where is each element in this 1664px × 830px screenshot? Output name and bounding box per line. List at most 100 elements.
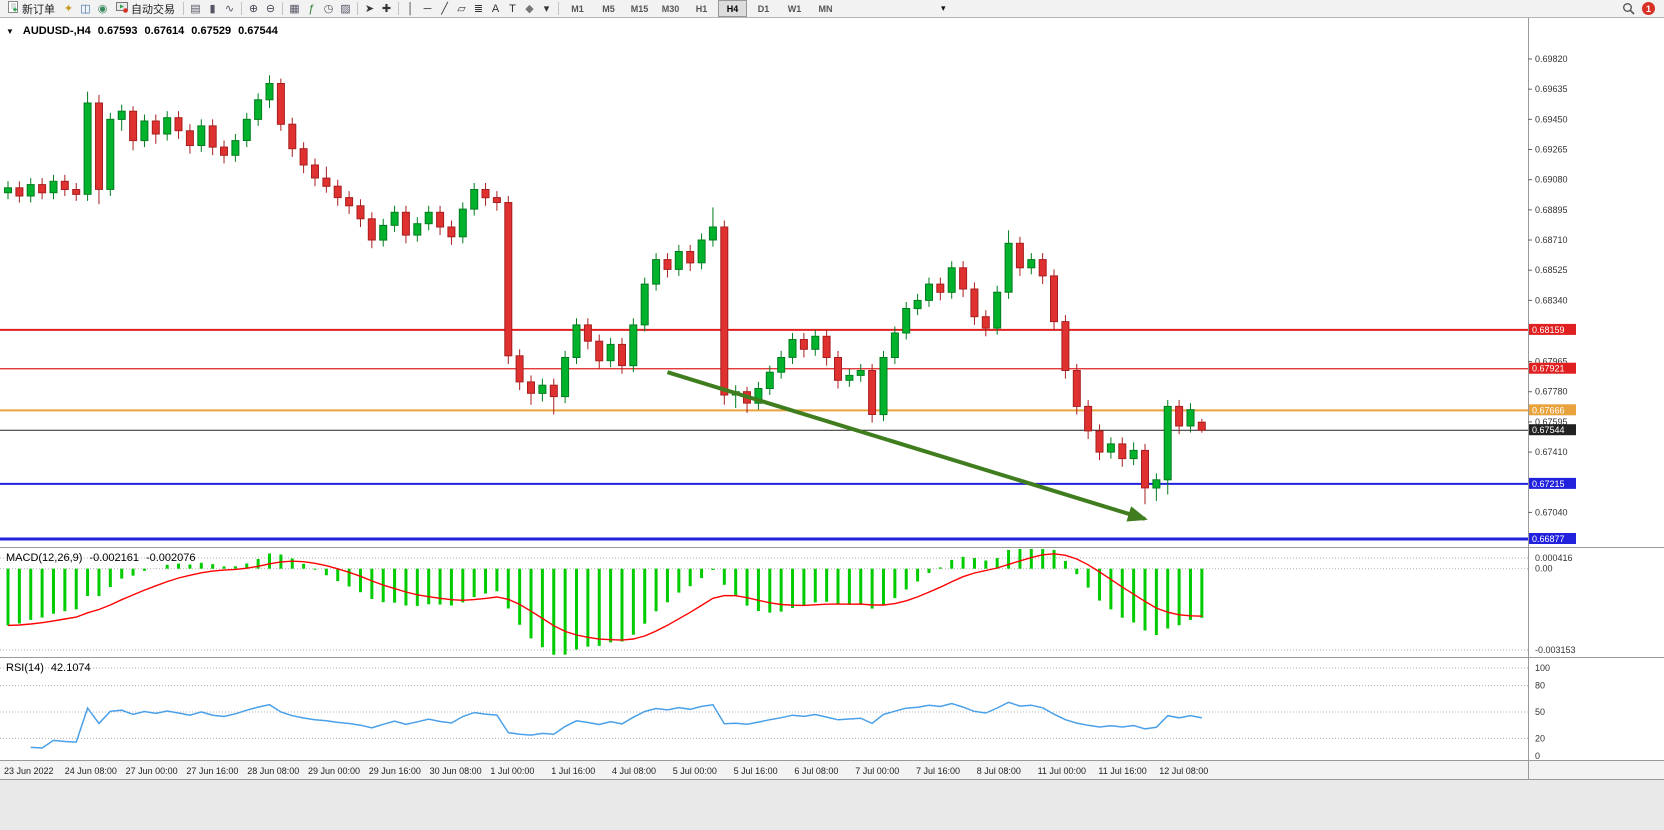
channel-icon[interactable]: ▱ xyxy=(457,3,466,15)
sound-icon[interactable]: ◉ xyxy=(97,3,108,15)
svg-text:0.69635: 0.69635 xyxy=(1535,84,1568,94)
support-line-2[interactable]: 0.66877 xyxy=(0,533,1576,545)
svg-text:50: 50 xyxy=(1535,707,1545,717)
text-icon[interactable]: A xyxy=(491,2,500,15)
svg-text:0.67040: 0.67040 xyxy=(1535,507,1568,517)
timeframe-button-m5[interactable]: M5 xyxy=(602,3,615,14)
toolbar-separator xyxy=(357,2,358,15)
zoom-out-icon[interactable]: ⊖ xyxy=(265,3,276,15)
pivot-line-orange[interactable]: 0.67666 xyxy=(0,404,1576,416)
periods-icon[interactable]: ◷ xyxy=(323,3,334,15)
horizontal-line-icon[interactable]: ─ xyxy=(423,2,432,15)
autotrading-button[interactable]: 自动交易 xyxy=(112,1,179,17)
svg-text:11 Jul 16:00: 11 Jul 16:00 xyxy=(1098,766,1146,776)
timeframe-button-m1[interactable]: M1 xyxy=(571,3,584,14)
svg-text:24 Jun 08:00: 24 Jun 08:00 xyxy=(65,766,117,776)
indicators-icon[interactable]: ƒ xyxy=(308,2,315,15)
chart-symbol-period: AUDUSD-,H4 xyxy=(22,25,91,37)
chart-high-value: 0.67614 xyxy=(144,25,185,37)
timeframe-toolbar: M1 M5 M15 M30 H1 H4 D1 W1 MN xyxy=(563,0,840,17)
vertical-line-icon[interactable]: │ xyxy=(407,2,414,15)
svg-text:0.68340: 0.68340 xyxy=(1535,295,1568,305)
svg-text:6 Jul 08:00: 6 Jul 08:00 xyxy=(794,766,838,776)
timeframe-button-mn[interactable]: MN xyxy=(818,3,833,14)
main-toolbar: 新订单 ✦ ◫ ◉ 自动交易 ▤ ▮ ∿ ⊕ ⊖ ▦ ƒ ◷ ▨ ➤ ✚ │ ─ ╱ ▱ ≣ A T ◆ ▾ M1 M5 M1… xyxy=(0,0,1664,18)
timeframe-button-d1[interactable]: D1 xyxy=(757,3,770,14)
svg-text:29 Jun 00:00: 29 Jun 00:00 xyxy=(308,766,360,776)
cursor-icon[interactable]: ➤ xyxy=(364,3,375,15)
svg-text:0.67780: 0.67780 xyxy=(1535,387,1568,397)
tile-windows-icon[interactable]: ▦ xyxy=(289,3,300,15)
notification-badge[interactable]: 1 xyxy=(1642,2,1655,15)
candlestick-icon[interactable]: ▮ xyxy=(209,3,216,15)
svg-text:-0.003153: -0.003153 xyxy=(1535,645,1576,655)
svg-text:8 Jul 08:00: 8 Jul 08:00 xyxy=(977,766,1021,776)
dropdown-icon[interactable]: ▾ xyxy=(543,3,550,15)
svg-text:0.000416: 0.000416 xyxy=(1535,553,1573,563)
toolbar-overflow-icon[interactable]: ▾ xyxy=(941,3,946,13)
timeframe-button-m15[interactable]: M15 xyxy=(630,3,649,14)
svg-text:27 Jun 00:00: 27 Jun 00:00 xyxy=(126,766,178,776)
bid-price-line[interactable]: 0.67544 xyxy=(0,424,1576,436)
autotrading-label: 自动交易 xyxy=(131,3,175,16)
crosshair-icon[interactable]: ✚ xyxy=(381,3,392,15)
chart-window[interactable]: 0.69820 0.69635 0.69450 0.69265 0.69080 0.688… xyxy=(0,18,1664,830)
templates-icon[interactable]: ▨ xyxy=(340,3,351,15)
rsi-header: RSI(14) 42.1074 xyxy=(6,662,91,674)
rsi-indicator: 100 80 50 20 0 xyxy=(0,663,1550,761)
zoom-in-icon[interactable]: ⊕ xyxy=(248,3,259,15)
search-icon[interactable] xyxy=(1620,1,1637,17)
autotrading-icon xyxy=(116,1,128,16)
chart-close-value: 0.67544 xyxy=(238,25,278,37)
trend-arrow[interactable] xyxy=(666,370,1148,522)
new-order-button[interactable]: 新订单 xyxy=(3,1,59,17)
svg-text:11 Jul 00:00: 11 Jul 00:00 xyxy=(1038,766,1086,776)
svg-text:0.67215: 0.67215 xyxy=(1532,479,1565,489)
svg-text:0.67544: 0.67544 xyxy=(1532,425,1565,435)
svg-text:0.68159: 0.68159 xyxy=(1532,325,1565,335)
line-chart-icon[interactable]: ∿ xyxy=(224,3,235,15)
svg-text:5 Jul 00:00: 5 Jul 00:00 xyxy=(673,766,717,776)
macd-main-value: -0.002161 xyxy=(89,552,139,564)
svg-text:0.69820: 0.69820 xyxy=(1535,54,1568,64)
timeframe-button-h1[interactable]: H1 xyxy=(695,3,708,14)
svg-text:0.66877: 0.66877 xyxy=(1532,534,1565,544)
resistance-line-2[interactable]: 0.67921 xyxy=(0,362,1576,374)
timeframe-button-w1[interactable]: W1 xyxy=(787,3,802,14)
toolbar-separator xyxy=(282,2,283,15)
chart-title: ▼ AUDUSD-,H4 0.67593 0.67614 0.67529 0.6… xyxy=(6,25,278,37)
fibonacci-icon[interactable]: ≣ xyxy=(473,3,484,15)
macd-signal-value: -0.002076 xyxy=(145,552,196,564)
svg-text:80: 80 xyxy=(1535,681,1545,691)
shapes-icon[interactable]: ◆ xyxy=(525,3,534,15)
svg-text:0.67921: 0.67921 xyxy=(1532,364,1565,374)
support-line-1[interactable]: 0.67215 xyxy=(0,477,1576,489)
chart-wizard-icon[interactable]: ✦ xyxy=(63,3,74,15)
profiles-icon[interactable]: ◫ xyxy=(80,3,91,15)
timeframe-button-m30[interactable]: M30 xyxy=(661,3,680,14)
svg-text:7 Jul 00:00: 7 Jul 00:00 xyxy=(855,766,899,776)
chart-canvas[interactable]: 0.69820 0.69635 0.69450 0.69265 0.69080 0.688… xyxy=(0,18,1664,830)
new-order-icon xyxy=(7,1,19,16)
timeframe-button-h4[interactable]: H4 xyxy=(718,0,747,17)
svg-text:0.67595: 0.67595 xyxy=(1535,417,1568,427)
svg-text:0.67410: 0.67410 xyxy=(1535,447,1568,457)
toolbar-separator xyxy=(183,2,184,15)
chart-collapse-icon[interactable]: ▼ xyxy=(6,27,14,36)
svg-text:0.68525: 0.68525 xyxy=(1535,265,1568,275)
bar-chart-icon[interactable]: ▤ xyxy=(190,3,201,15)
svg-text:100: 100 xyxy=(1535,663,1550,673)
macd-header: MACD(12,26,9) -0.002161 -0.002076 xyxy=(6,552,196,564)
svg-text:27 Jun 16:00: 27 Jun 16:00 xyxy=(186,766,238,776)
price-axis[interactable]: 0.69820 0.69635 0.69450 0.69265 0.69080 0.688… xyxy=(1528,54,1568,517)
svg-text:0.69265: 0.69265 xyxy=(1535,145,1568,155)
label-icon[interactable]: T xyxy=(509,2,516,15)
trendline-icon[interactable]: ╱ xyxy=(441,3,448,15)
svg-text:28 Jun 08:00: 28 Jun 08:00 xyxy=(247,766,299,776)
resistance-line-1[interactable]: 0.68159 xyxy=(0,323,1576,335)
svg-text:5 Jul 16:00: 5 Jul 16:00 xyxy=(734,766,778,776)
svg-text:0.69450: 0.69450 xyxy=(1535,114,1568,124)
time-axis[interactable]: 23 Jun 2022 24 Jun 08:00 27 Jun 00:00 27 Ju… xyxy=(4,766,1208,776)
